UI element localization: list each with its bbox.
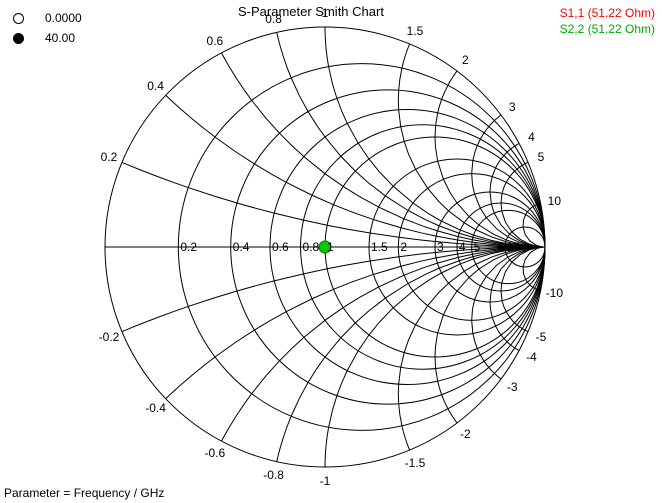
grid-label: 0.2 <box>180 240 197 254</box>
grid-label: 3 <box>509 100 516 114</box>
grid-label: 0.6 <box>207 34 224 48</box>
grid-label: -0.2 <box>99 330 120 344</box>
grid-label: 1 <box>322 6 329 20</box>
grid-label: -0.6 <box>205 446 226 460</box>
grid-label: 0.8 <box>265 12 282 26</box>
grid-label: 0.2 <box>101 150 118 164</box>
grid-label: -1 <box>320 474 331 488</box>
grid-label: 1 <box>327 240 334 254</box>
grid-label: 4 <box>528 130 535 144</box>
grid-label: 0.6 <box>272 240 289 254</box>
grid-label: 10 <box>548 194 561 208</box>
grid-label: 0.8 <box>303 240 320 254</box>
grid-label: -2 <box>460 427 471 441</box>
grid-label: -4 <box>526 350 537 364</box>
grid-label: 1.5 <box>407 24 424 38</box>
grid-label: 10 <box>507 240 520 254</box>
grid-label: -0.4 <box>145 401 166 415</box>
grid-label: 5 <box>538 150 545 164</box>
grid-label: -1.5 <box>405 456 426 470</box>
grid-label: -3 <box>507 380 518 394</box>
grid-label: -10 <box>546 286 563 300</box>
smith-chart-stage: S-Parameter Smith Chart 0.0000 40.00 S1,… <box>0 0 663 503</box>
grid-label: 5 <box>474 240 481 254</box>
grid-label: 1.5 <box>371 240 388 254</box>
grid-label: 2 <box>462 53 469 67</box>
grid-label: 2 <box>400 240 407 254</box>
grid-label: -0.8 <box>263 468 284 482</box>
grid-label: 0.4 <box>147 79 164 93</box>
grid-label: 4 <box>459 240 466 254</box>
grid-label: -5 <box>536 330 547 344</box>
grid-label: 0.4 <box>233 240 250 254</box>
grid-label: 3 <box>437 240 444 254</box>
